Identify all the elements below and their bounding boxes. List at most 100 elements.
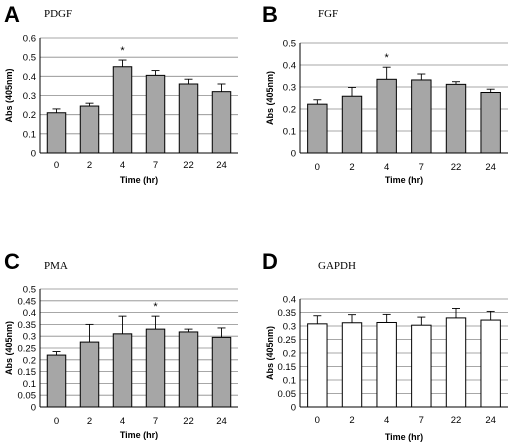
y-tick-label: 0.3 — [283, 83, 296, 94]
x-tick-label: 22 — [183, 416, 194, 427]
panel-letter: B — [262, 2, 278, 27]
x-tick-label: 4 — [120, 416, 125, 427]
x-tick-label: 2 — [87, 160, 92, 171]
bar-2 — [341, 95, 363, 154]
x-tick-label: 24 — [216, 416, 227, 427]
bar-24 — [211, 91, 232, 154]
bar-0 — [307, 323, 328, 408]
x-tick-label: 24 — [485, 162, 496, 173]
bar-24 — [480, 92, 501, 154]
x-tick-label: 0 — [54, 160, 59, 171]
y-tick-label: 0.2 — [283, 349, 296, 360]
chart-title: PMA — [44, 260, 68, 272]
y-tick-label: 0 — [291, 403, 296, 414]
y-tick-label: 0.35 — [18, 320, 37, 331]
x-tick-label: 0 — [315, 415, 320, 426]
y-tick-label: 0.4 — [23, 308, 36, 319]
y-tick-label: 0.15 — [278, 362, 297, 373]
bar-0 — [46, 112, 67, 154]
x-tick-label: 4 — [384, 162, 389, 173]
panel-letter: C — [4, 249, 20, 274]
y-tick-label: 0.25 — [278, 335, 297, 346]
y-tick-label: 0.2 — [23, 110, 36, 121]
y-tick-label: 0 — [31, 403, 36, 414]
significance-marker: * — [120, 45, 125, 57]
bar-2 — [79, 105, 100, 154]
y-tick-label: 0.1 — [23, 129, 36, 140]
y-tick-label: 0.6 — [23, 34, 36, 45]
x-tick-label: 24 — [216, 160, 227, 171]
bar-4 — [112, 333, 133, 408]
x-tick-label: 24 — [485, 415, 496, 426]
y-tick-label: 0.1 — [283, 376, 296, 387]
bar-24 — [480, 319, 501, 408]
y-tick-label: 0 — [291, 149, 296, 160]
x-axis-label: Time (hr) — [120, 175, 158, 185]
significance-marker: * — [153, 301, 158, 313]
x-tick-label: 22 — [183, 160, 194, 171]
x-tick-label: 7 — [419, 415, 424, 426]
bar-0 — [307, 103, 328, 154]
bar-22 — [178, 331, 199, 408]
y-tick-label: 0.3 — [23, 91, 36, 102]
y-tick-label: 0.15 — [18, 367, 37, 378]
bar-22 — [445, 83, 467, 154]
bar-7 — [145, 74, 166, 154]
y-tick-label: 0.5 — [23, 53, 36, 64]
y-tick-label: 0 — [31, 149, 36, 160]
x-tick-label: 22 — [451, 415, 462, 426]
y-tick-label: 0.5 — [23, 285, 36, 296]
y-axis-label: Abs (405nm) — [4, 68, 14, 122]
y-tick-label: 0.4 — [283, 61, 296, 72]
y-tick-label: 0.05 — [278, 389, 297, 400]
chart-title: PDGF — [44, 8, 72, 20]
y-tick-label: 0.4 — [23, 72, 36, 83]
chart-title: FGF — [318, 8, 338, 20]
bar-4 — [112, 66, 133, 154]
panel-letter: A — [4, 2, 20, 27]
x-tick-label: 7 — [419, 162, 424, 173]
x-tick-label: 2 — [87, 416, 92, 427]
y-tick-label: 0.05 — [18, 391, 37, 402]
bar-7 — [145, 328, 166, 408]
bar-2 — [341, 322, 363, 408]
bar-4 — [376, 78, 397, 154]
x-axis-label: Time (hr) — [385, 432, 423, 442]
y-tick-label: 0.4 — [283, 295, 296, 306]
bar-7 — [411, 324, 432, 408]
x-tick-label: 4 — [120, 160, 125, 171]
y-tick-label: 0.2 — [283, 105, 296, 116]
x-tick-label: 2 — [349, 415, 354, 426]
y-tick-label: 0.1 — [283, 127, 296, 138]
x-tick-label: 22 — [451, 162, 462, 173]
panel-letter: D — [262, 249, 278, 274]
bar-22 — [178, 83, 199, 154]
x-tick-label: 7 — [153, 160, 158, 171]
y-tick-label: 0.5 — [283, 39, 296, 50]
significance-marker: * — [385, 52, 390, 64]
bar-22 — [445, 317, 467, 408]
x-tick-label: 0 — [315, 162, 320, 173]
bar-2 — [79, 341, 100, 408]
bar-4 — [376, 321, 397, 408]
bar-7 — [411, 79, 432, 154]
y-tick-label: 0.45 — [18, 296, 37, 307]
y-axis-label: Abs (405nm) — [265, 326, 275, 380]
x-tick-label: 0 — [54, 416, 59, 427]
x-tick-label: 2 — [349, 162, 354, 173]
y-axis-label: Abs (405nm) — [4, 321, 14, 375]
y-axis-label: Abs (405nm) — [265, 71, 275, 125]
x-axis-label: Time (hr) — [120, 430, 158, 440]
bar-24 — [211, 336, 232, 408]
x-tick-label: 4 — [384, 415, 389, 426]
y-tick-label: 0.3 — [283, 322, 296, 333]
x-axis-label: Time (hr) — [385, 175, 423, 185]
x-tick-label: 7 — [153, 416, 158, 427]
bar-0 — [46, 354, 67, 408]
y-tick-label: 0.3 — [23, 332, 36, 343]
y-tick-label: 0.25 — [18, 344, 37, 355]
